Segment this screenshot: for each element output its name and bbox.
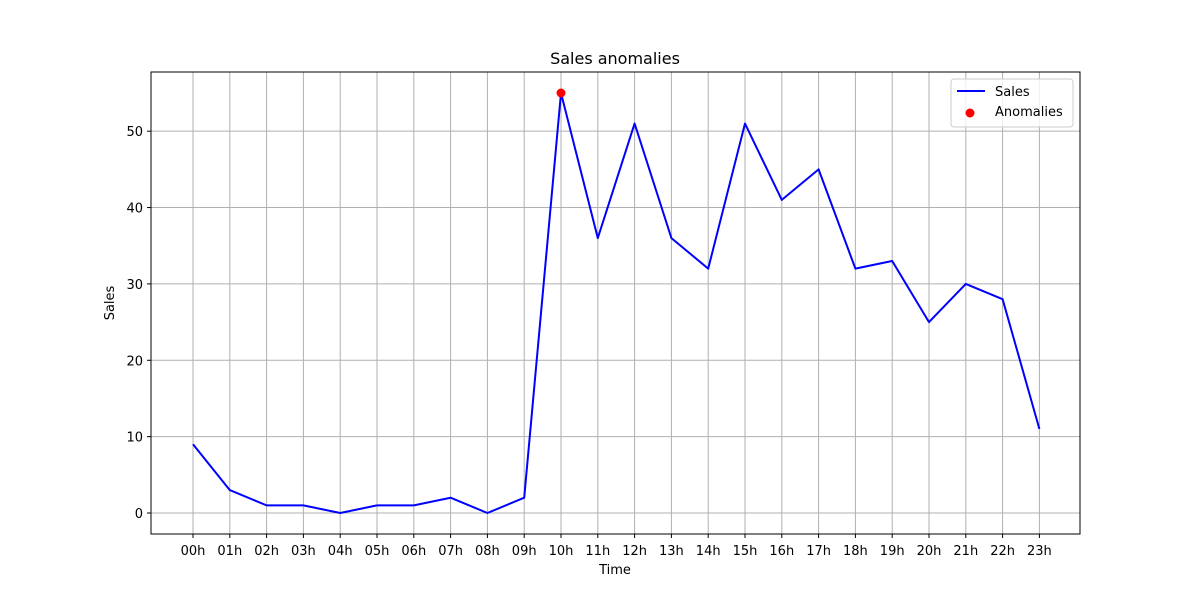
sales-line <box>192 92 1041 514</box>
y-tick-label-50: 50 <box>126 125 143 140</box>
x-tick-label-20h: 20h <box>917 544 942 559</box>
x-tick-label-15h: 15h <box>733 544 758 559</box>
y-tick-label-0: 0 <box>135 507 143 522</box>
y-axis-label: Sales <box>103 285 118 320</box>
x-tick-label-02h: 02h <box>254 544 279 559</box>
x-tick-label-11h: 11h <box>585 544 610 559</box>
x-tick-label-09h: 09h <box>512 544 537 559</box>
y-tick-label-30: 30 <box>126 278 143 293</box>
x-tick-label-05h: 05h <box>365 544 390 559</box>
x-tick-label-00h: 00h <box>181 544 206 559</box>
y-axis-ticks: 0 10 20 30 40 50 <box>126 125 151 522</box>
y-tick-label-40: 40 <box>126 202 143 217</box>
x-tick-label-23h: 23h <box>1027 544 1052 559</box>
x-tick-label-12h: 12h <box>622 544 647 559</box>
legend-anomalies-swatch <box>965 108 975 118</box>
x-tick-label-03h: 03h <box>291 544 316 559</box>
x-tick-label-17h: 17h <box>806 544 831 559</box>
chart-title: Sales anomalies <box>550 49 680 68</box>
x-axis-ticks: 00h 01h 02h 03h 04h 05h 06h 07h 08h 09h 10h 11h 12h 1… <box>181 534 1052 559</box>
x-tick-label-10h: 10h <box>549 544 574 559</box>
x-tick-label-14h: 14h <box>696 544 721 559</box>
x-tick-label-19h: 19h <box>880 544 905 559</box>
x-tick-label-21h: 21h <box>953 544 978 559</box>
legend-sales-label: Sales <box>995 85 1030 100</box>
x-tick-label-01h: 01h <box>217 544 242 559</box>
x-tick-label-22h: 22h <box>990 544 1015 559</box>
x-tick-label-18h: 18h <box>843 544 868 559</box>
series-layer <box>192 88 1041 514</box>
x-tick-label-16h: 16h <box>769 544 794 559</box>
y-tick-label-10: 10 <box>126 431 143 446</box>
x-axis-label: Time <box>598 563 631 578</box>
x-tick-label-06h: 06h <box>401 544 426 559</box>
legend: Sales Anomalies <box>950 78 1074 128</box>
x-tick-label-08h: 08h <box>475 544 500 559</box>
grid-lines <box>151 72 1080 534</box>
y-tick-label-20: 20 <box>126 354 143 369</box>
x-tick-label-04h: 04h <box>328 544 353 559</box>
legend-anomalies-label: Anomalies <box>995 105 1063 120</box>
plot-area-border <box>150 71 1081 535</box>
x-tick-label-13h: 13h <box>659 544 684 559</box>
anomaly-point-10h <box>556 88 566 98</box>
x-tick-label-07h: 07h <box>438 544 463 559</box>
